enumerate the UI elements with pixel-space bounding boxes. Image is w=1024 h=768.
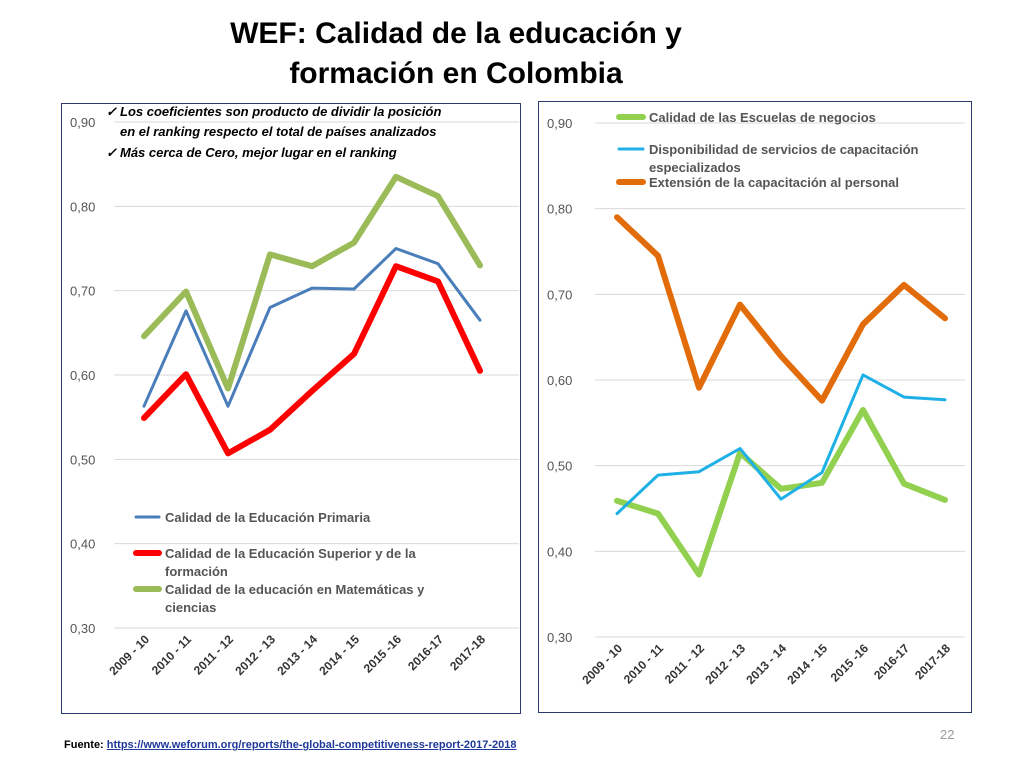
x-tick-label: 2011 - 12 xyxy=(662,641,708,687)
y-tick-label: 0,30 xyxy=(547,630,572,645)
y-tick-label: 0,70 xyxy=(70,284,95,299)
x-tick-label: 2009 - 10 xyxy=(579,641,625,687)
legend-label: Calidad de la educación en Matemáticas y xyxy=(165,582,425,597)
x-tick-label: 2014 - 15 xyxy=(784,641,830,687)
note-text: Más cerca de Cero, mejor lugar en el ran… xyxy=(120,145,397,160)
x-tick-label: 2012 - 13 xyxy=(702,641,748,687)
legend-label: ciencias xyxy=(165,600,216,615)
source-link[interactable]: https://www.weforum.org/reports/the-glob… xyxy=(106,739,517,751)
x-tick-label: 2013 - 14 xyxy=(274,632,320,678)
checkmark-icon: ✓ xyxy=(106,104,118,119)
y-tick-label: 0,50 xyxy=(70,452,95,467)
legend-label: formación xyxy=(165,564,228,579)
legend-label: Disponibilidad de servicios de capacitac… xyxy=(649,142,919,157)
title-line-1: WEF: Calidad de la educación y xyxy=(230,17,682,50)
y-tick-label: 0,30 xyxy=(70,621,95,636)
legend-label: Calidad de las Escuelas de negocios xyxy=(649,110,876,125)
x-tick-label: 2010 - 11 xyxy=(621,641,667,687)
y-tick-label: 0,40 xyxy=(70,537,95,552)
x-tick-label: 2014 - 15 xyxy=(316,632,362,678)
series-line-calidad-de-la-educacion-primaria xyxy=(142,247,482,408)
series-line-extension-de-la-capacitacion-al-personal xyxy=(614,214,948,404)
slide-title: WEF: Calidad de la educación y formación… xyxy=(0,14,912,94)
x-tick-label: 2016-17 xyxy=(871,641,912,682)
series-line-calidad-de-la-educacion-superior-y-de-la-formacion xyxy=(141,263,483,457)
x-tick-label: 2011 - 12 xyxy=(191,632,237,678)
y-tick-label: 0,40 xyxy=(547,544,572,559)
right-chart-panel: 0,30 0,40 0,50 0,60 0,70 0,80 0,90 2009 - 10 201… xyxy=(538,101,972,713)
y-tick-label: 0,90 xyxy=(547,116,572,131)
x-tick-label: 2013 - 14 xyxy=(743,641,789,687)
left-chart-panel: 0,30 0,40 0,50 0,60 0,70 0,80 0,90 2009 - 10 201… xyxy=(61,103,521,714)
x-tick-label: 2017-18 xyxy=(912,641,953,682)
x-tick-label: 2010 - 11 xyxy=(149,632,195,678)
source-label: Fuente: xyxy=(64,739,104,751)
y-tick-label: 0,80 xyxy=(70,199,95,214)
source-note: Fuente: https://www.weforum.org/reports/… xyxy=(64,739,517,751)
series-line-calidad-de-las-escuelas-de-negocios xyxy=(614,407,948,578)
title-line-2: formación en Colombia xyxy=(289,57,623,90)
y-tick-label: 0,70 xyxy=(547,287,572,302)
y-tick-label: 0,90 xyxy=(70,115,95,130)
legend-label: Calidad de la Educación Superior y de la xyxy=(165,546,416,561)
x-tick-label: 2016-17 xyxy=(405,632,446,673)
legend-label: Extensión de la capacitación al personal xyxy=(649,175,899,190)
legend-label: Calidad de la Educación Primaria xyxy=(165,510,371,525)
y-tick-label: 0,80 xyxy=(547,202,572,217)
y-tick-label: 0,50 xyxy=(547,459,572,474)
note-text: Los coeficientes son producto de dividir… xyxy=(120,104,441,119)
note-text: en el ranking respecto el total de paíse… xyxy=(120,124,436,139)
series-line-disponibilidad-de-servicios-de-capacitacion-especializados xyxy=(615,373,947,516)
x-tick-label: 2012 - 13 xyxy=(232,632,278,678)
y-tick-label: 0,60 xyxy=(70,368,95,383)
series-line-calidad-de-la-educacion-en-matematicas-y-ciencias xyxy=(141,173,483,392)
page-number: 22 xyxy=(940,727,955,742)
x-tick-label: 2015 -16 xyxy=(361,632,405,676)
legend-label: especializados xyxy=(649,160,741,175)
x-tick-label: 2009 - 10 xyxy=(106,632,152,678)
x-tick-label: 2015 -16 xyxy=(828,641,872,685)
y-tick-label: 0,60 xyxy=(547,373,572,388)
checkmark-icon: ✓ xyxy=(106,145,118,160)
x-tick-label: 2017-18 xyxy=(447,632,488,673)
